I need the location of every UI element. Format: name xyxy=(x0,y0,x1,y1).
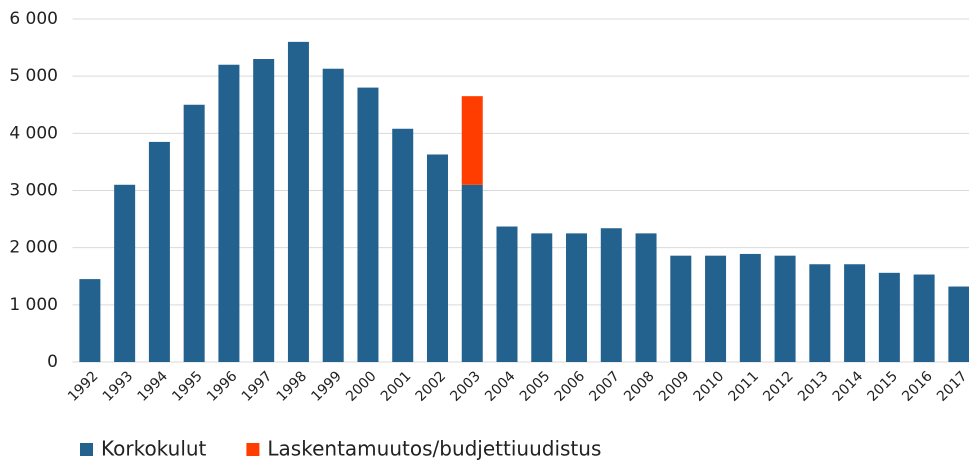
y-tick-label: 0 xyxy=(47,352,58,372)
x-tick-label: 1994 xyxy=(135,368,172,405)
legend-label: Korkokulut xyxy=(101,437,207,461)
bar xyxy=(774,255,796,362)
bar xyxy=(496,226,518,362)
x-tick-label: 2000 xyxy=(343,368,380,405)
x-tick-label: 2004 xyxy=(482,368,519,405)
bar xyxy=(79,279,101,362)
y-tick-label: 5 000 xyxy=(9,66,58,86)
bar xyxy=(878,272,900,362)
x-tick-label: 2005 xyxy=(517,368,554,405)
bar xyxy=(739,253,761,362)
x-tick-label: 2003 xyxy=(447,368,484,405)
x-tick-label: 1998 xyxy=(274,368,311,405)
y-tick-label: 2 000 xyxy=(9,238,58,258)
bar xyxy=(566,233,588,362)
x-tick-label: 1995 xyxy=(169,368,206,405)
bar xyxy=(705,255,727,362)
bar xyxy=(948,286,969,362)
y-tick-label: 1 000 xyxy=(9,295,58,315)
x-tick-label: 2012 xyxy=(760,368,797,405)
bar xyxy=(461,184,483,362)
x-tick-label: 1999 xyxy=(308,368,345,405)
x-tick-label: 2016 xyxy=(899,368,936,405)
bar xyxy=(670,255,692,362)
y-tick-label: 6 000 xyxy=(9,9,58,29)
bar xyxy=(809,264,831,362)
x-tick-label: 2008 xyxy=(621,368,658,405)
bar xyxy=(114,184,136,362)
legend-swatch xyxy=(80,443,93,456)
x-tick-label: 2002 xyxy=(413,368,450,405)
bar xyxy=(635,233,657,362)
x-tick-label: 2001 xyxy=(378,368,415,405)
y-tick-label: 4 000 xyxy=(9,123,58,143)
bar xyxy=(183,104,205,362)
x-tick-label: 1996 xyxy=(204,368,241,405)
bar xyxy=(218,64,240,362)
bar xyxy=(322,68,344,363)
bar xyxy=(600,228,622,362)
x-tick-label: 2014 xyxy=(830,368,867,405)
x-tick-label: 2010 xyxy=(691,368,728,405)
bar xyxy=(357,87,379,362)
x-tick-label: 2017 xyxy=(934,368,969,405)
bar xyxy=(287,41,309,362)
x-tick-label: 2011 xyxy=(725,368,762,405)
bar xyxy=(426,154,448,362)
bar xyxy=(461,96,483,185)
bar xyxy=(531,233,553,362)
x-tick-label: 2013 xyxy=(795,368,832,405)
x-tick-label: 2006 xyxy=(552,368,589,405)
y-tick-label: 3 000 xyxy=(9,181,58,201)
x-tick-label: 1993 xyxy=(100,368,137,405)
x-tick-label: 1997 xyxy=(239,368,276,405)
legend-label: Laskentamuutos/budjettiuudistus xyxy=(267,437,601,461)
bar xyxy=(253,59,275,363)
x-tick-label: 2009 xyxy=(656,368,693,405)
x-tick-label: 1992 xyxy=(65,368,102,405)
x-tick-label: 2007 xyxy=(586,368,623,405)
bar xyxy=(844,264,866,362)
bar xyxy=(148,141,170,362)
bar xyxy=(392,128,414,362)
bar xyxy=(913,274,935,362)
x-tick-label: 2015 xyxy=(865,368,902,405)
legend-swatch xyxy=(246,443,260,456)
